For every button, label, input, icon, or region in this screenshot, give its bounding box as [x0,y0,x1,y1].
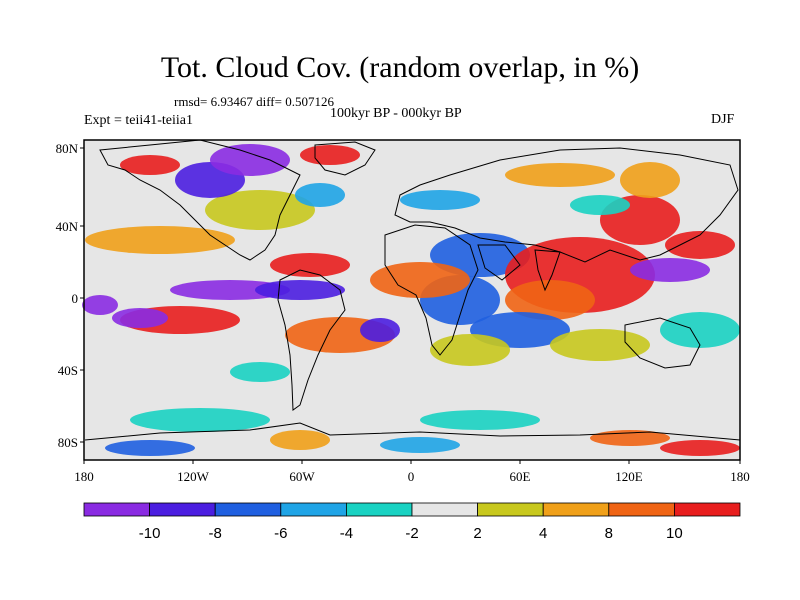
field-anomaly-region [130,408,270,432]
field-anomaly-region [255,280,345,300]
field-anomaly-region [120,155,180,175]
coast-eurasia [394,147,739,263]
field-anomaly-region [400,190,480,210]
field-anomaly-region [295,183,345,207]
colorbar-label: -6 [274,525,287,542]
colorbar-swatch [83,502,150,517]
field-anomaly-region [430,334,510,366]
lon-tick-label: 60E [510,469,531,484]
coast-india [534,249,561,292]
field-anomaly-region [550,329,650,361]
colorbar-swatch [149,502,216,517]
colorbar-swatch [345,502,413,517]
field-anomaly-region [630,258,710,282]
field-anomaly-region [660,440,740,456]
colorbar-swatch [214,502,282,517]
colorbar-label: 10 [666,525,683,542]
field-anomaly-region [230,362,290,382]
colorbar-swatch [674,502,741,517]
field-anomaly-region [505,280,595,320]
colorbar-label: 8 [605,525,613,542]
colorbar-swatch [280,502,347,517]
field-anomaly-region [85,226,235,254]
field-anomaly-region [665,231,735,259]
lon-tick-label: 0 [408,469,415,484]
coast-antarctica [84,422,741,441]
colorbar-label: 4 [539,525,547,542]
lat-tick-label: 40N [56,219,79,234]
colorbar-swatch [542,502,610,517]
field-anomaly-region [620,162,680,198]
experiment-label: Expt = teii41-teiia1 [84,113,193,128]
coast-south-america [277,269,346,411]
coast-north-america [99,139,301,261]
colorbar-swatch [477,502,544,517]
period-label: 100kyr BP - 000kyr BP [330,106,462,121]
field-anomaly-region [360,318,400,342]
lon-tick-label: 60W [289,469,315,484]
coast-arabia [477,244,521,281]
lat-tick-label: 40S [58,363,78,378]
colorbar-label: 2 [473,525,481,542]
field-anomaly-region [210,144,290,176]
lat-tick-label: 0 [72,291,79,306]
field-anomaly-region [105,440,195,456]
field-anomaly-region [170,280,290,300]
colorbar: -10 -8 -6 -4 -2 2 4 8 10 [83,502,741,542]
colorbar-label: -10 [139,525,161,542]
field-anomaly-region [505,163,615,187]
colorbar-label: -2 [405,525,418,542]
stats-text: rmsd= 6.93467 diff= 0.507126 [174,94,334,109]
coast-africa [384,224,479,356]
lon-tick-label: 180 [74,469,94,484]
field-anomaly-region [370,262,470,298]
colorbar-label: -8 [209,525,222,542]
field-anomaly-region [570,195,630,215]
field-anomaly-region [380,437,460,453]
map-frame [83,139,741,461]
field-anomaly-region [82,295,118,315]
plot-title: Tot. Cloud Cov. (random overlap, in %) [160,51,640,84]
coast-australia [624,317,701,369]
field-anomaly-region [270,430,330,450]
coast-greenland [314,141,376,176]
field-anomaly-region [270,253,350,277]
lon-tick-label: 180 [730,469,750,484]
lat-tick-label: 80N [56,141,79,156]
field-anomaly-region [660,312,740,348]
lat-tick-label: 80S [58,435,78,450]
field-anomaly-region [430,233,530,277]
colorbar-swatch [608,502,675,517]
cloud-anomaly-field [82,140,740,460]
field-anomaly-region [112,308,168,328]
longitude-axis: 180 120W 60W 0 60E 120E 180 [74,460,750,484]
colorbar-label: -4 [340,525,353,542]
latitude-axis: 80N 40N 0 40S 80S [56,141,84,450]
lon-tick-label: 120W [177,469,210,484]
colorbar-swatch [411,502,478,517]
field-anomaly-region [420,410,540,430]
coastlines [84,139,741,441]
season-label: DJF [711,112,735,127]
lon-tick-label: 120E [615,469,643,484]
field-anomaly-region [300,145,360,165]
